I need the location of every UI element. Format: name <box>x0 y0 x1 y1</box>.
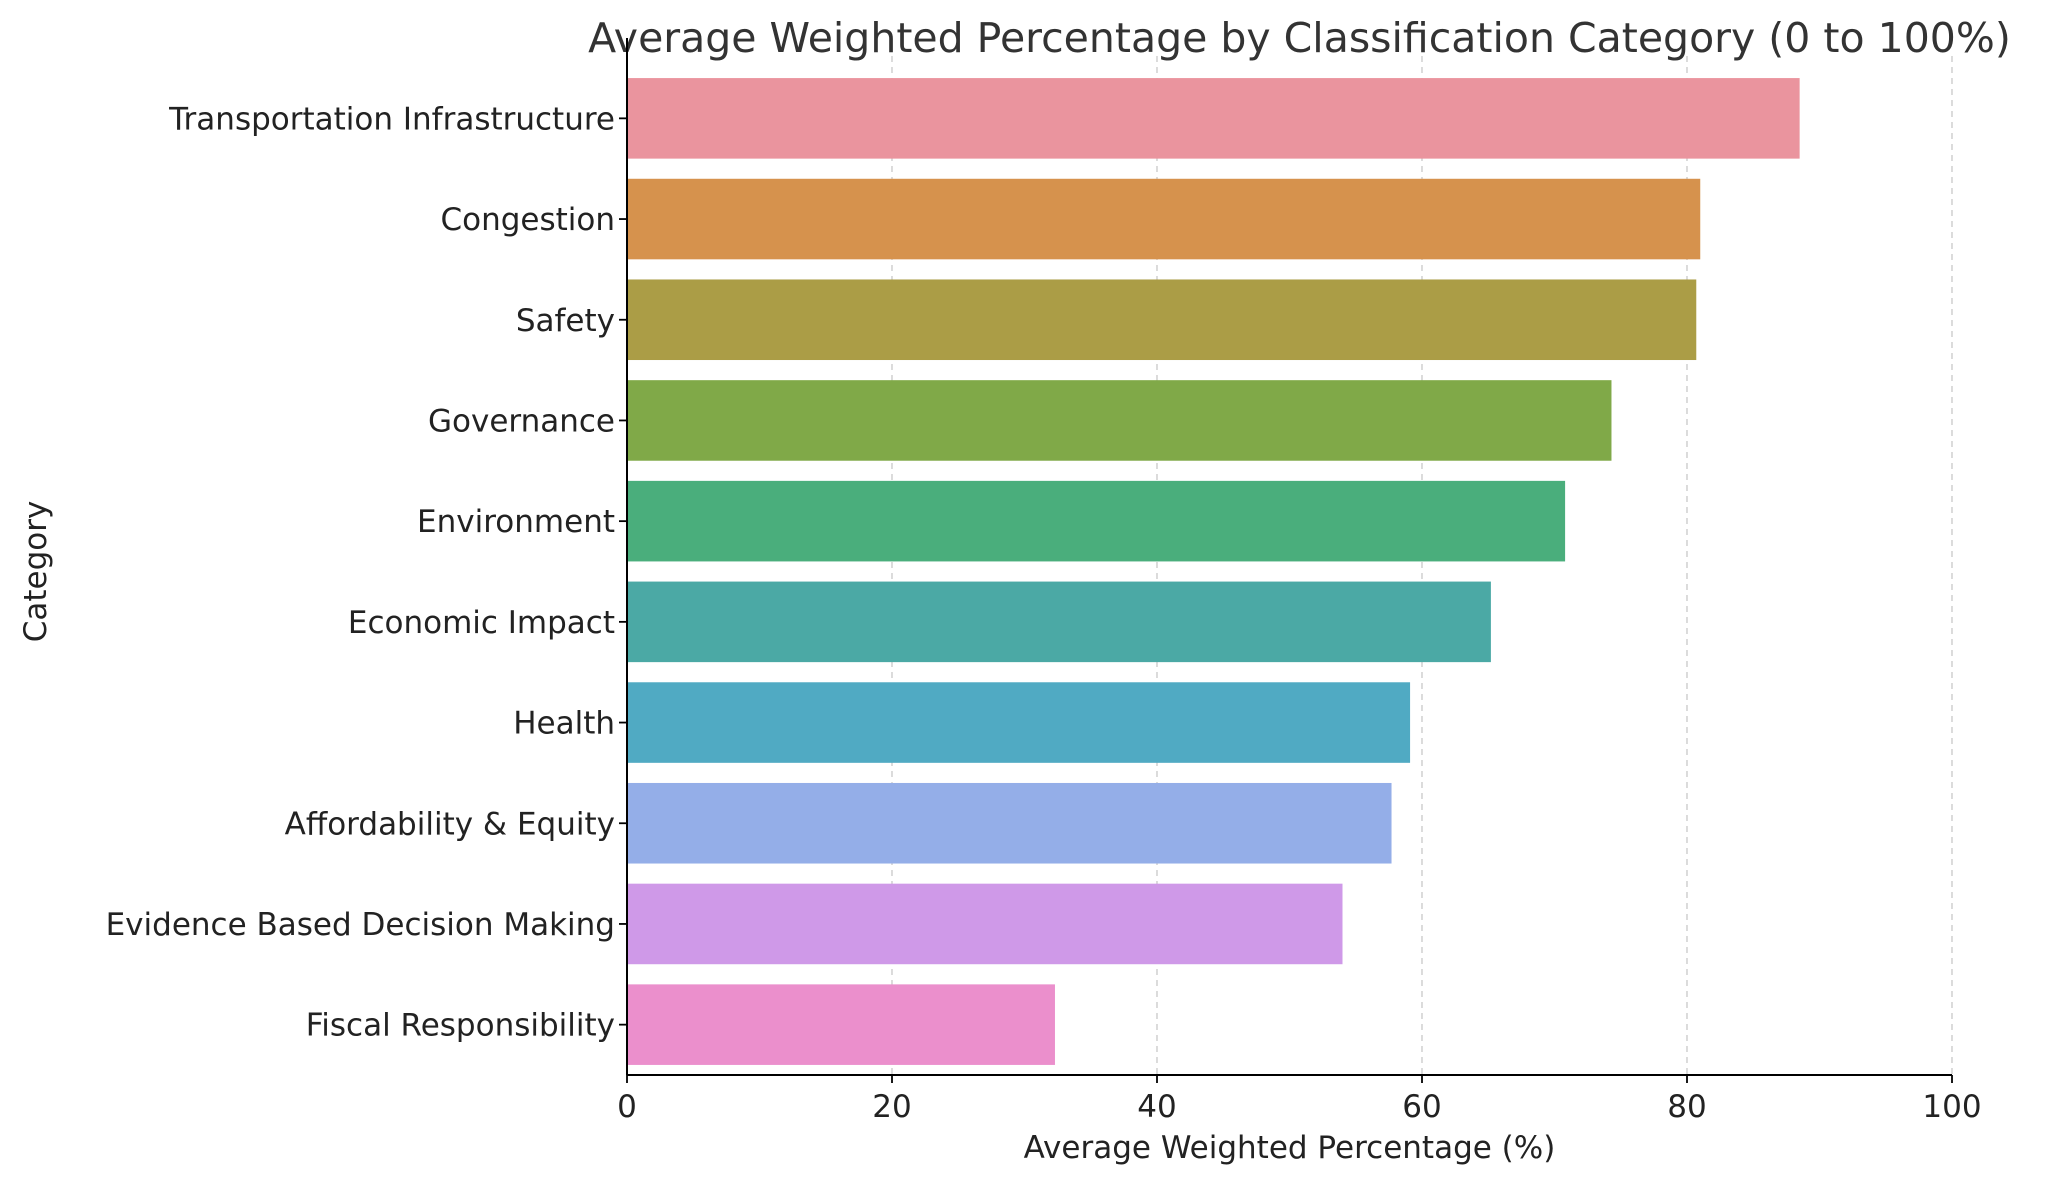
axes <box>626 38 1952 1076</box>
bar-health <box>627 682 1411 763</box>
y-tick-label: Transportation Infrastructure <box>168 101 615 137</box>
y-tick-label: Environment <box>417 504 615 540</box>
bar-affordability-equity <box>627 782 1392 864</box>
x-tick-label: 40 <box>1137 1089 1176 1125</box>
bar-congestion <box>627 178 1701 260</box>
y-tick-label: Fiscal Responsibility <box>306 1008 615 1044</box>
bar-evidence-based-decision-making <box>627 883 1343 965</box>
y-tick-label: Health <box>513 706 615 742</box>
y-tick-label: Evidence Based Decision Making <box>106 907 615 943</box>
x-tick-label: 60 <box>1402 1089 1441 1125</box>
x-tick-label: 80 <box>1667 1089 1706 1125</box>
x-tick-label: 0 <box>617 1089 637 1125</box>
bar-fiscal-responsibility <box>627 984 1055 1065</box>
bar-environment <box>627 480 1566 562</box>
x-axis-label: Average Weighted Percentage (%) <box>1024 1130 1556 1166</box>
bar-governance <box>627 380 1612 461</box>
bar-economic-impact <box>627 581 1491 663</box>
x-tick-label: 100 <box>1922 1089 1981 1125</box>
bar-transportation-infrastructure <box>627 78 1800 159</box>
y-tick-label: Safety <box>516 303 615 339</box>
x-tick-label: 20 <box>872 1089 911 1125</box>
y-tick-labels: Transportation Infrastructure Congestion S… <box>106 101 627 1044</box>
y-tick-label: Economic Impact <box>348 605 615 641</box>
y-tick-label: Governance <box>428 403 615 439</box>
x-tick-labels: 0 20 40 60 80 100 <box>617 1075 1982 1125</box>
bars <box>627 78 1800 1065</box>
y-tick-label: Congestion <box>440 202 615 238</box>
bar-safety <box>627 279 1697 361</box>
chart-title: Average Weighted Percentage by Classific… <box>588 14 2011 62</box>
y-axis-label: Category <box>18 501 54 643</box>
y-tick-label: Affordability & Equity <box>285 806 615 842</box>
